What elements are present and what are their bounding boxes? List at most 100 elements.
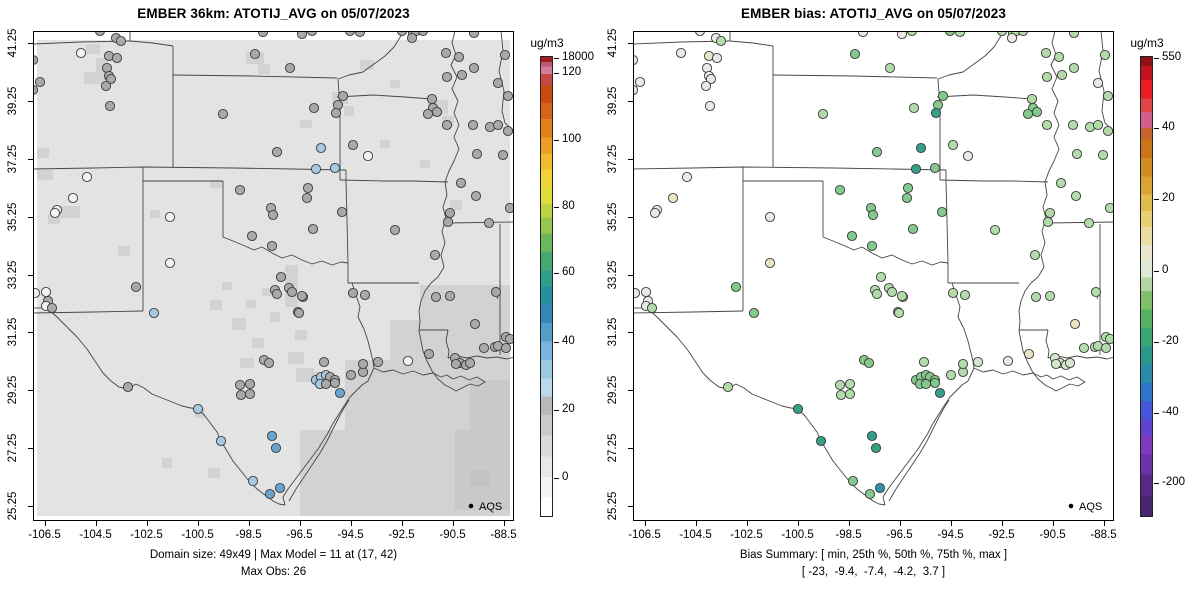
monitor-dot (267, 209, 279, 221)
y-axis-tick-label: 41.25 (607, 28, 619, 58)
y-axis-tick (628, 390, 633, 392)
colorbar-tick-label: 80 (562, 200, 575, 213)
monitor-dot (429, 249, 441, 261)
monitor-dot (908, 102, 920, 114)
monitor-dot (307, 223, 319, 235)
caption-line1: Bias Summary: [ min, 25th %, 50th %, 75t… (739, 549, 1008, 561)
state-boundary-line (951, 282, 975, 369)
colorbar-tick-label: 550 (1162, 50, 1182, 63)
monitor-dot (711, 52, 723, 64)
colorbar-tick (1154, 412, 1159, 414)
monitor-dot (215, 435, 227, 447)
monitor-dot (920, 378, 932, 390)
state-boundary-line (345, 170, 349, 264)
monitor-dot (33, 84, 39, 96)
y-axis-tick (628, 216, 633, 218)
plot-box-border (33, 31, 514, 521)
monitor-dot (870, 442, 882, 454)
monitor-dot (918, 356, 930, 368)
monitor-dot (640, 286, 652, 298)
x-axis-tick (299, 521, 301, 526)
monitor-dot (871, 146, 883, 158)
monitor-dot (705, 73, 717, 85)
monitor-dot (896, 290, 908, 302)
monitor-dot (704, 100, 716, 112)
colorbar-tick (1154, 341, 1159, 343)
x-axis-tick-label: -90.5 (439, 529, 466, 541)
model-raster-cell (210, 180, 222, 188)
colorbar (1140, 56, 1153, 517)
y-axis-tick-label: 37.25 (607, 144, 619, 174)
monitor-dot (46, 302, 58, 314)
monitor-dot (362, 150, 374, 162)
y-axis-tick (628, 448, 633, 450)
monitor-dot (164, 211, 176, 223)
monitor-dot (389, 224, 401, 236)
monitor-dot (893, 307, 905, 319)
monitor-dot (866, 430, 878, 442)
monitor-dot (947, 287, 959, 299)
monitor-dot (336, 206, 348, 218)
monitor-dot (945, 369, 957, 381)
monitor-dot (633, 54, 639, 66)
colorbar-tick (554, 341, 559, 343)
monitor-dot (875, 271, 887, 283)
monitor-dot (334, 387, 346, 399)
monitor-dot (244, 388, 256, 400)
monitor-dot (270, 442, 282, 454)
monitor-dot (271, 288, 283, 300)
caption-line2: [ -23, -9.4, -7.4, -4.2, 3.7 ] (801, 566, 946, 578)
colorbar-tick (554, 57, 559, 59)
x-axis-tick-label: -88.5 (490, 529, 517, 541)
y-axis-tick-label: 25.25 (7, 491, 19, 521)
monitor-dot (934, 387, 946, 399)
monitor-dot (296, 290, 308, 302)
monitor-dot (264, 488, 276, 500)
state-boundary-line (339, 179, 449, 183)
state-boundary-line (33, 166, 347, 171)
y-axis-tick-label: 27.25 (7, 433, 19, 463)
y-axis-tick (28, 390, 33, 392)
monitor-dot (910, 163, 922, 175)
monitor-dot (266, 430, 278, 442)
state-boundary-line (373, 367, 486, 392)
monitor-dot (996, 31, 1008, 37)
x-axis-tick-label: -92.5 (988, 529, 1015, 541)
monitor-dot (500, 342, 512, 354)
monitor-dot (450, 358, 462, 370)
legend-label: AQS (1079, 501, 1102, 513)
monitor-dot (989, 224, 1001, 236)
monitor-dot (330, 107, 342, 119)
y-axis-tick (28, 274, 33, 276)
monitor-dot (164, 257, 176, 269)
monitor-dot (764, 211, 776, 223)
y-axis-tick (28, 43, 33, 44)
monitor-dot (104, 100, 116, 112)
monitor-dot (244, 378, 256, 390)
y-axis-tick-label: 39.25 (607, 86, 619, 116)
monitor-dot (329, 377, 341, 389)
monitor-dot (296, 31, 308, 40)
x-axis-tick-label: -100.5 (181, 529, 214, 541)
x-axis-tick-label: -102.5 (730, 529, 763, 541)
monitor-dot (1006, 32, 1018, 44)
x-axis-tick (248, 521, 250, 526)
model-raster-cell (270, 312, 280, 322)
monitor-dot (1067, 119, 1079, 131)
monitor-dot (372, 356, 384, 368)
model-raster-cell (344, 106, 354, 116)
monitor-dot (100, 80, 112, 92)
state-boundary-line (447, 221, 514, 224)
monitor-dot (1044, 207, 1056, 219)
x-axis-tick (746, 521, 748, 526)
monitor-dot (675, 47, 687, 59)
x-axis-tick-label: -96.5 (286, 529, 313, 541)
monitor-dot (130, 281, 142, 293)
state-boundary-line (1047, 221, 1114, 224)
monitor-dot (406, 32, 418, 44)
monitor-dot (75, 47, 87, 59)
model-raster-cell (390, 320, 510, 360)
model-raster-cell (37, 170, 53, 180)
colorbar-tick (1154, 57, 1159, 59)
monitor-dot (694, 31, 706, 37)
